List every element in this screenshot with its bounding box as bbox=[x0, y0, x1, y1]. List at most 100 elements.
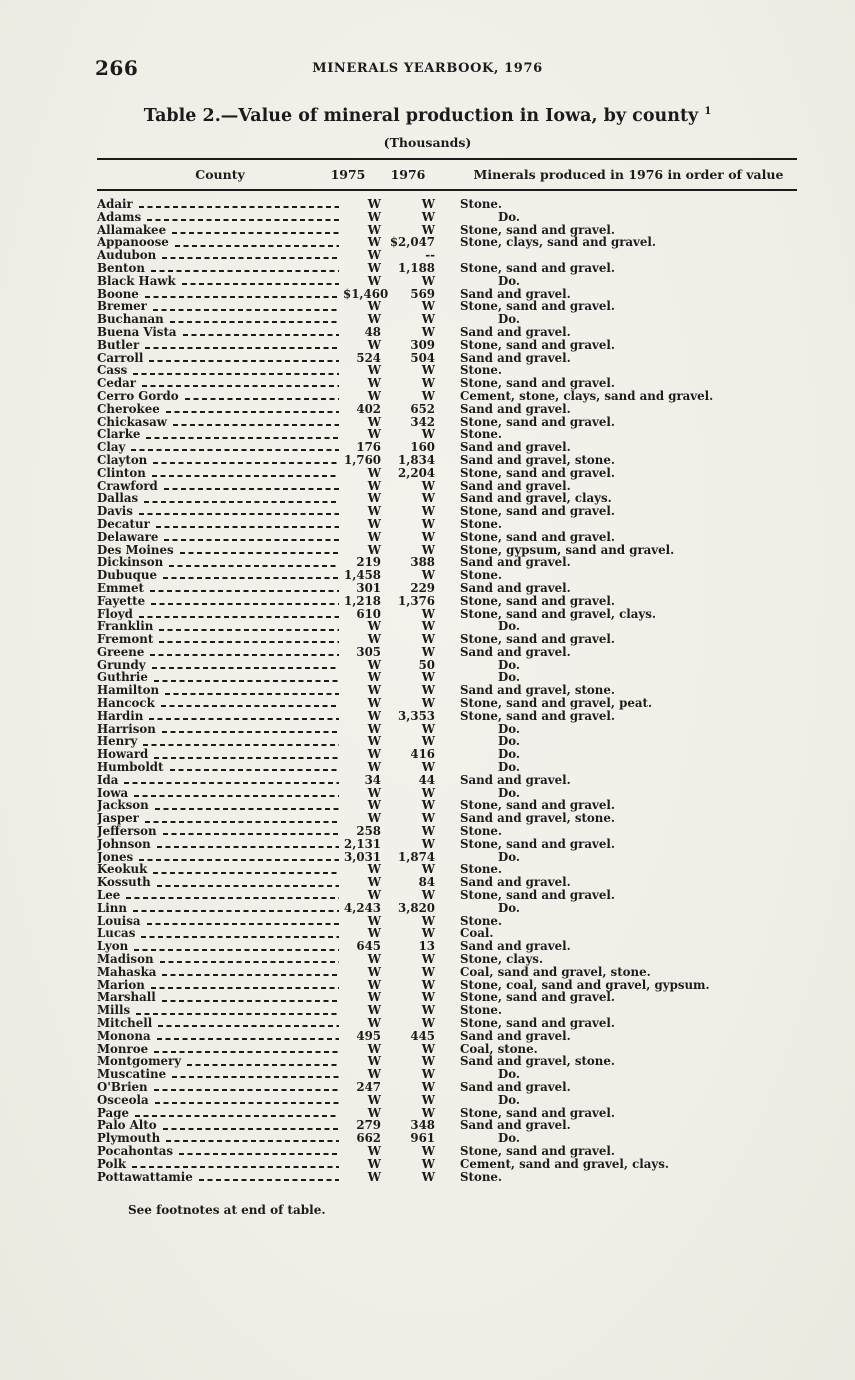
minerals-text: Sand and gravel. bbox=[460, 1118, 571, 1133]
dash-leader bbox=[198, 1178, 339, 1181]
dash-leader bbox=[144, 295, 339, 298]
value-1976: -- bbox=[425, 248, 435, 263]
running-head: MINERALS YEARBOOK, 1976 bbox=[312, 61, 543, 76]
dash-leader bbox=[159, 641, 339, 644]
minerals-cell: Stone, sand and gravel. bbox=[435, 530, 797, 544]
value-1976: W bbox=[421, 209, 435, 224]
minerals-text: Sand and gravel, clays. bbox=[460, 491, 612, 506]
dash-leader bbox=[154, 756, 339, 759]
value-1976: $2,047 bbox=[389, 235, 435, 250]
minerals-text: Stone, sand and gravel. bbox=[460, 504, 615, 519]
minerals-cell: Sand and gravel. bbox=[435, 876, 797, 889]
dash-leader bbox=[141, 935, 339, 938]
value-1976: W bbox=[421, 913, 435, 928]
minerals-text: Stone. bbox=[460, 516, 503, 531]
county-name: Cerro Gordo bbox=[97, 389, 179, 403]
county-cell: Ida bbox=[97, 774, 343, 787]
dash-leader bbox=[162, 1127, 339, 1130]
value-1976: 1,874 bbox=[398, 849, 435, 864]
minerals-cell: Do. bbox=[435, 671, 797, 684]
county-name: Cedar bbox=[97, 377, 137, 390]
dash-leader bbox=[169, 564, 339, 567]
value-1976: W bbox=[421, 836, 435, 851]
value-1976: W bbox=[421, 376, 435, 391]
value-1975: W bbox=[367, 529, 381, 544]
value-1976: 50 bbox=[418, 657, 435, 672]
county-name: Louisa bbox=[97, 914, 141, 928]
dash-leader bbox=[138, 206, 339, 209]
value-1976: W bbox=[421, 1067, 435, 1082]
minerals-cell: Stone, sand and gravel. bbox=[435, 415, 797, 429]
county-name: Hamilton bbox=[97, 684, 160, 698]
table-row: Buchanan W W Do. bbox=[97, 313, 797, 326]
value-1975: W bbox=[367, 337, 381, 352]
dash-leader bbox=[153, 1089, 339, 1092]
county-name: Crawford bbox=[97, 479, 158, 493]
minerals-text: Sand and gravel. bbox=[460, 478, 571, 493]
table-row: Mahaska W W Coal, sand and gravel, stone… bbox=[97, 965, 797, 979]
minerals-cell: Stone, sand and gravel. bbox=[435, 708, 797, 723]
value-1976: 3,353 bbox=[398, 708, 435, 723]
county-cell: Cass bbox=[97, 364, 343, 377]
minerals-text: Stone, clays. bbox=[460, 952, 544, 967]
minerals-text: Sand and gravel. bbox=[460, 644, 571, 659]
value-1975: W bbox=[367, 491, 381, 506]
county-name: Howard bbox=[97, 748, 149, 762]
county-cell: Decatur bbox=[97, 518, 343, 531]
minerals-cell: Do. bbox=[435, 748, 797, 761]
value-1976: W bbox=[421, 222, 435, 237]
dash-leader bbox=[172, 423, 339, 426]
county-name: Ida bbox=[97, 773, 119, 787]
table-row: Lee W W Stone, sand and gravel. bbox=[97, 889, 797, 902]
minerals-cell: Stone. bbox=[435, 518, 797, 531]
table-row: Floyd 610 W Stone, sand and gravel, clay… bbox=[97, 607, 797, 621]
minerals-cell: Do. bbox=[435, 620, 797, 633]
table-row: Ida 34 44 Sand and gravel. bbox=[97, 773, 797, 787]
minerals-text: Sand and gravel, stone. bbox=[460, 683, 615, 698]
county-cell: Hardin bbox=[97, 710, 343, 723]
dash-leader bbox=[163, 487, 339, 490]
minerals-cell: Do. bbox=[435, 658, 797, 672]
value-1975: W bbox=[367, 235, 381, 250]
dash-leader bbox=[146, 436, 339, 439]
county-cell: Chickasaw bbox=[97, 416, 343, 429]
dash-leader bbox=[153, 462, 339, 465]
minerals-cell: Sand and gravel. bbox=[435, 940, 797, 953]
dash-leader bbox=[179, 551, 339, 554]
value-1975: 176 bbox=[356, 440, 381, 455]
value-1975: 645 bbox=[356, 939, 381, 954]
dash-leader bbox=[149, 359, 339, 362]
county-cell: Monroe bbox=[97, 1043, 343, 1056]
minerals-text: Cement, stone, clays, sand and gravel. bbox=[460, 388, 714, 403]
dash-leader bbox=[162, 257, 339, 260]
value-1975: 1,760 bbox=[344, 452, 381, 467]
value-1975: W bbox=[367, 312, 381, 327]
table-row: Carroll 524 504 Sand and gravel. bbox=[97, 351, 797, 365]
table-row: Clinton W 2,204 Stone, sand and gravel. bbox=[97, 466, 797, 480]
county-cell: Dickinson bbox=[97, 556, 343, 569]
minerals-cell: Sand and gravel. bbox=[435, 478, 797, 493]
county-name: Adair bbox=[97, 198, 133, 211]
county-name: Dallas bbox=[97, 492, 139, 506]
county-name: Johnson bbox=[97, 837, 151, 851]
minerals-text: Stone, sand and gravel. bbox=[460, 1105, 615, 1120]
minerals-text: Stone, sand and gravel. bbox=[460, 1143, 615, 1158]
minerals-text: Stone, sand and gravel. bbox=[460, 708, 615, 723]
value-1975: W bbox=[367, 504, 381, 519]
table-row: Decatur W W Stone. bbox=[97, 518, 797, 531]
county-name: Lee bbox=[97, 889, 121, 902]
minerals-cell: Sand and gravel, stone. bbox=[435, 684, 797, 697]
county-name: Carroll bbox=[97, 351, 144, 365]
table-row: Jones 3,031 1,874 Do. bbox=[97, 849, 797, 864]
county-name: Jasper bbox=[97, 812, 139, 826]
value-1976: W bbox=[421, 529, 435, 544]
dash-leader bbox=[156, 846, 339, 849]
county-cell: Humboldt bbox=[97, 761, 343, 774]
dash-leader bbox=[154, 1050, 339, 1053]
county-name: Palo Alto bbox=[97, 1119, 157, 1133]
county-cell: Clarke bbox=[97, 428, 343, 441]
minerals-cell: Sand and gravel. bbox=[435, 402, 797, 416]
minerals-cell: Stone, sand and gravel. bbox=[435, 223, 797, 237]
value-1976: 348 bbox=[410, 1118, 435, 1133]
